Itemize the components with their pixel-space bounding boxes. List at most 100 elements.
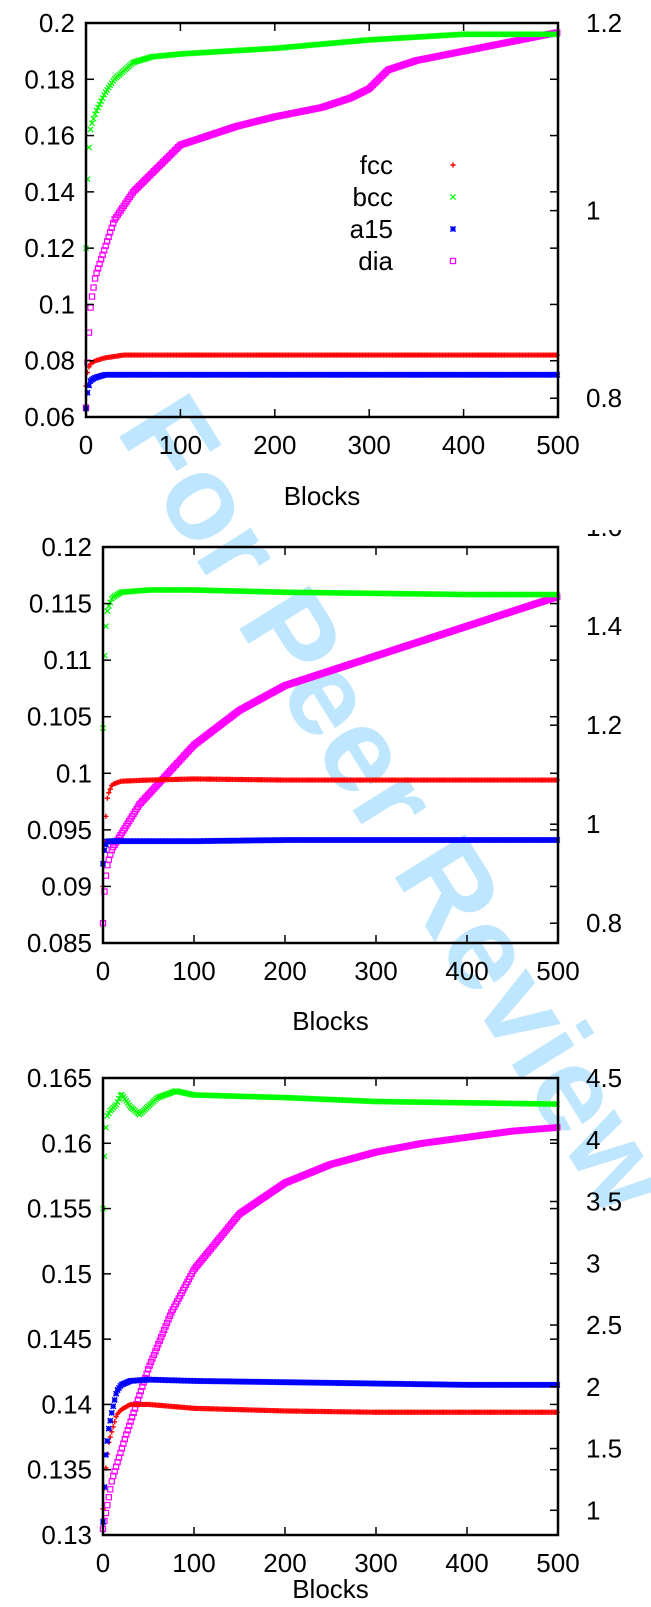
series-dia	[99, 593, 561, 927]
legend-marker-fcc	[450, 162, 456, 168]
point-fcc	[107, 786, 113, 792]
y2-tick-label: 4	[586, 1125, 600, 1155]
y2-tick-label: 2.5	[586, 1310, 622, 1340]
point-a15	[112, 1390, 120, 1397]
x-tick-label: 500	[536, 1548, 579, 1578]
point-bcc	[85, 144, 93, 151]
point-a15	[110, 1403, 117, 1410]
point-a15	[102, 841, 110, 848]
x-tick-label: 400	[445, 956, 488, 986]
point-dia	[144, 1366, 152, 1373]
point-dia	[159, 1330, 166, 1337]
point-dia	[150, 1351, 158, 1359]
plot-frame	[101, 545, 560, 945]
y-tick-label: 0.115	[29, 589, 92, 619]
y2-tick-label: 0.8	[586, 908, 622, 938]
chart-panel-top: 0.06 0.08 0.1 0.12 0.14 0.16 0.18 0.2 0.8 1 1.2 0 10…	[24, 8, 622, 511]
x-tick-label: 500	[536, 956, 579, 986]
point-bcc	[88, 120, 96, 127]
x-tick-label: 0	[96, 956, 110, 986]
legend-label-a15: a15	[350, 214, 393, 244]
point-dia	[87, 304, 94, 311]
point-dia	[96, 260, 103, 268]
point-fcc	[113, 1414, 119, 1420]
point-dia	[109, 220, 117, 227]
legend-label-fcc: fcc	[360, 150, 393, 180]
x-tick-label: 500	[536, 430, 579, 460]
point-dia	[147, 1358, 155, 1366]
point-dia	[88, 293, 96, 300]
point-fcc	[104, 795, 110, 801]
point-a15	[84, 389, 91, 396]
point-dia	[137, 1387, 145, 1395]
point-dia	[97, 256, 105, 263]
point-bcc	[98, 98, 105, 105]
y-tick-label: 0.135	[27, 1455, 92, 1485]
point-dia	[105, 1494, 113, 1501]
point-dia	[108, 224, 115, 232]
point-dia	[94, 265, 102, 272]
y-tick-label: 0.14	[41, 1389, 92, 1419]
y2-tick-label: 1	[586, 1495, 600, 1525]
point-fcc	[112, 1419, 118, 1425]
point-bcc	[95, 104, 102, 111]
point-dia	[146, 1362, 153, 1369]
point-dia	[166, 1312, 174, 1319]
point-dia	[156, 1337, 163, 1344]
point-bcc	[87, 126, 94, 133]
point-dia	[90, 284, 97, 291]
point-bcc	[115, 1095, 123, 1102]
y-tick-label: 0.16	[41, 1128, 92, 1158]
legend-marker-bcc	[449, 193, 457, 201]
y-tick-label: 0.13	[41, 1520, 92, 1550]
point-dia	[153, 1344, 161, 1352]
point-a15	[105, 1425, 112, 1432]
x-tick-label: 200	[263, 956, 306, 986]
x-tick-label: 300	[354, 1548, 397, 1578]
x-tick-label: 100	[172, 1548, 215, 1578]
point-a15	[108, 1409, 115, 1417]
point-a15	[107, 1417, 114, 1424]
point-dia	[126, 1422, 133, 1430]
point-dia	[108, 1478, 115, 1485]
x-tick-label: 200	[263, 1548, 306, 1578]
y-tick-label: 0.12	[41, 532, 92, 562]
y-tick-label: 0.1	[39, 289, 75, 319]
series-bcc	[82, 31, 561, 252]
x-tick-label: 0	[79, 430, 93, 460]
y-tick-label: 0.2	[39, 8, 75, 38]
point-dia	[128, 1413, 136, 1421]
y2-tick-label: 1.6	[586, 530, 622, 542]
series-bcc	[99, 586, 561, 732]
series-a15	[99, 1376, 561, 1526]
chart-panel-bottom: 0.13 0.135 0.14 0.145 0.15 0.155 0.16 0.165 1 1.5…	[27, 1063, 622, 1604]
point-dia	[163, 1319, 171, 1327]
series-bcc	[99, 1087, 561, 1212]
y-tick-label: 0.06	[24, 402, 75, 432]
legend-marker-a15	[449, 225, 457, 233]
point-dia	[155, 1341, 162, 1348]
point-a15	[85, 382, 93, 389]
x-tick-label: 100	[172, 956, 215, 986]
point-dia	[139, 1383, 146, 1390]
point-a15	[101, 847, 108, 854]
point-bcc	[105, 603, 112, 610]
plot-frame	[84, 21, 560, 419]
point-dia	[127, 1418, 134, 1425]
x-tick-label: 400	[445, 1548, 488, 1578]
point-a15	[111, 1396, 118, 1404]
point-dia	[162, 1323, 169, 1330]
y-tick-label: 0.12	[24, 233, 75, 263]
x-tick-label: 300	[348, 430, 391, 460]
plot-frame	[101, 1076, 560, 1537]
point-bcc	[92, 111, 99, 118]
x-axis-label: Blocks	[292, 1006, 369, 1036]
y-tick-label: 0.14	[24, 177, 75, 207]
y-tick-label: 0.165	[27, 1063, 92, 1093]
y-tick-label: 0.15	[41, 1259, 92, 1289]
legend-label-dia: dia	[358, 246, 393, 276]
x-axis-label: Blocks	[292, 1574, 369, 1604]
x-axis-label: Blocks	[284, 481, 361, 511]
point-dia	[152, 1348, 159, 1355]
